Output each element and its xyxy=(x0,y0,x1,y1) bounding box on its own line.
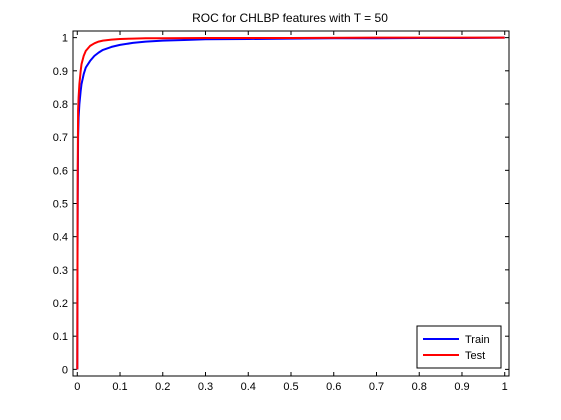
x-tick-label: 0.8 xyxy=(412,381,427,393)
y-tick-label: 0.5 xyxy=(53,199,68,211)
y-tick-label: 1 xyxy=(62,33,68,45)
y-tick-label: 0.8 xyxy=(53,99,68,111)
x-tick-label: 0.7 xyxy=(369,381,384,393)
y-tick-label: 0.9 xyxy=(53,66,68,78)
x-tick-label: 0.3 xyxy=(198,381,213,393)
x-tick-label: 0.9 xyxy=(454,381,469,393)
x-tick-label: 1 xyxy=(502,381,508,393)
x-tick-label: 0.2 xyxy=(155,381,170,393)
y-tick-label: 0.6 xyxy=(53,165,68,177)
x-tick-label: 0 xyxy=(74,381,80,393)
legend-label: Test xyxy=(465,350,485,362)
x-tick-label: 0.1 xyxy=(112,381,127,393)
axes-box xyxy=(73,31,509,376)
x-tick-label: 0.6 xyxy=(326,381,341,393)
y-tick-label: 0.4 xyxy=(53,232,68,244)
series-line-train xyxy=(77,38,504,370)
y-tick-label: 0.1 xyxy=(53,331,68,343)
y-tick-label: 0.7 xyxy=(53,132,68,144)
y-tick-label: 0.2 xyxy=(53,298,68,310)
x-tick-label: 0.4 xyxy=(241,381,256,393)
y-tick-label: 0 xyxy=(62,364,68,376)
y-tick-label: 0.3 xyxy=(53,265,68,277)
series-line-test xyxy=(77,38,504,370)
legend-box xyxy=(417,326,501,368)
plot-lines xyxy=(77,38,504,370)
x-tick-label: 0.5 xyxy=(283,381,298,393)
chart-title: ROC for CHLBP features with T = 50 xyxy=(192,11,388,25)
legend-label: Train xyxy=(465,334,490,346)
legend: Train Test xyxy=(417,326,501,368)
